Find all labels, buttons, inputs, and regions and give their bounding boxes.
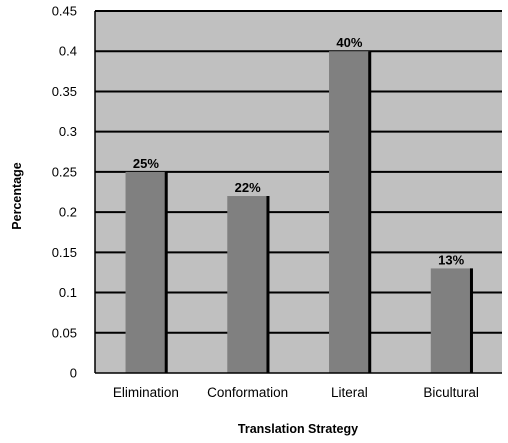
bar-bicultural xyxy=(430,268,472,373)
y-tick-label: 0.1 xyxy=(59,285,77,300)
data-label: 25% xyxy=(133,156,159,171)
y-axis-title: Percentage xyxy=(10,162,24,229)
y-tick-label: 0 xyxy=(70,366,77,381)
y-tick-label: 0.3 xyxy=(59,124,77,139)
bars xyxy=(125,51,473,373)
data-labels: 25% 22% 40% 13% xyxy=(133,35,465,267)
data-label: 22% xyxy=(235,180,261,195)
y-tick-label: 0.4 xyxy=(59,44,77,59)
y-tick-label: 0.25 xyxy=(52,164,77,179)
y-tick-label: 0.35 xyxy=(52,84,77,99)
x-tick-label: Literal xyxy=(331,385,368,400)
data-label: 40% xyxy=(336,35,362,50)
y-tick-label: 0.05 xyxy=(52,325,77,340)
y-tick-label: 0.15 xyxy=(52,245,77,260)
bar-elimination xyxy=(125,171,167,373)
x-axis: Elimination Conformation Literal Bicultural xyxy=(95,372,502,400)
x-tick-label: Conformation xyxy=(207,385,288,400)
y-tick-label: 0.45 xyxy=(52,4,77,19)
bar-literal xyxy=(329,51,370,373)
data-label: 13% xyxy=(438,252,464,267)
y-axis: 0 0.05 0.1 0.15 0.2 0.25 0.3 0.35 0.4 0.45 xyxy=(52,4,96,381)
x-tick-label: Elimination xyxy=(113,385,179,400)
x-tick-label: Bicultural xyxy=(423,385,479,400)
x-axis-title: Translation Strategy xyxy=(238,422,358,436)
bar-conformation xyxy=(227,196,268,373)
y-tick-label: 0.2 xyxy=(59,205,77,220)
